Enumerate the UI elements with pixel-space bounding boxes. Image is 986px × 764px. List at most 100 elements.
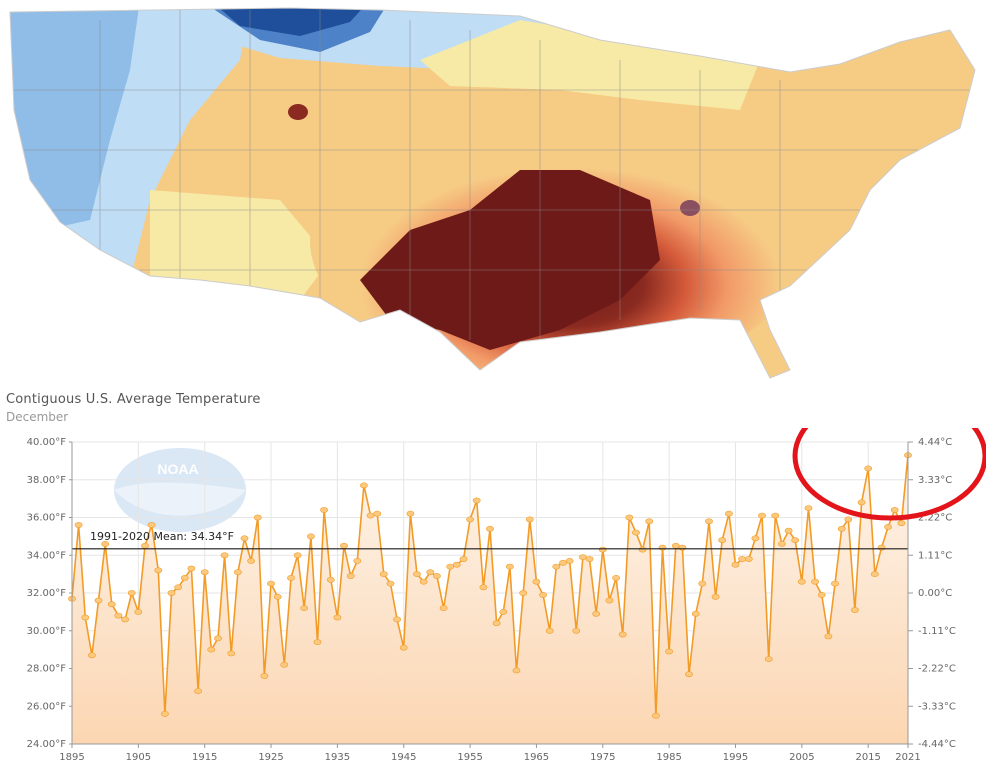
data-point-1929 [293, 552, 302, 559]
data-point-1990 [698, 580, 707, 587]
data-point-1945 [399, 644, 408, 651]
data-point-1921 [240, 535, 249, 542]
chart-axes: 24.00°F -4.44°C 26.00°F -3.33°C 28.00°F -2.22… [27, 437, 956, 763]
data-point-1958 [486, 525, 494, 532]
data-point-2006 [804, 505, 813, 511]
data-point-1979 [625, 514, 634, 521]
data-point-1991 [705, 518, 713, 525]
data-point-1935 [333, 614, 342, 621]
x-tick-label: 1955 [457, 752, 482, 763]
data-point-1941 [373, 510, 382, 517]
chart-title: Contiguous U.S. Average Temperature [6, 392, 261, 407]
data-point-2009 [824, 633, 833, 640]
data-markers [68, 452, 912, 719]
x-tick-label: 1965 [524, 752, 549, 763]
area-fill [72, 455, 908, 744]
y-tick-left: 34.00°F [27, 550, 67, 561]
data-point-1948 [419, 578, 428, 585]
data-point-1936 [340, 542, 348, 549]
data-point-2015 [864, 465, 873, 472]
data-point-1916 [207, 646, 216, 653]
data-point-1898 [88, 652, 96, 659]
data-point-1974 [592, 610, 601, 617]
data-point-1934 [326, 576, 335, 583]
y-tick-right: 0.00°C [918, 588, 952, 599]
data-point-1937 [346, 573, 355, 579]
data-point-1900 [101, 541, 110, 547]
y-tick-left: 32.00°F [27, 588, 67, 599]
data-point-1899 [94, 597, 103, 604]
x-tick-label: 1895 [59, 752, 84, 763]
data-point-1960 [499, 608, 508, 615]
data-point-2000 [764, 656, 773, 662]
data-point-1940 [366, 512, 375, 519]
noaa-logo: NOAA [114, 448, 246, 532]
data-point-2005 [797, 578, 806, 585]
data-point-1922 [247, 557, 255, 564]
data-point-1983 [652, 712, 660, 719]
data-point-1920 [233, 569, 242, 576]
data-point-1902 [114, 612, 123, 619]
data-point-1933 [320, 507, 328, 513]
data-point-1955 [466, 516, 474, 523]
data-point-1909 [160, 710, 169, 717]
data-point-1901 [107, 601, 116, 608]
data-point-1952 [446, 563, 455, 570]
data-point-1950 [432, 573, 441, 579]
data-point-2018 [884, 524, 892, 530]
data-point-1903 [121, 616, 129, 623]
data-point-1925 [267, 580, 275, 587]
x-tick-label: 2021 [895, 752, 920, 763]
data-point-1988 [685, 671, 693, 678]
chart-subtitle: December [6, 410, 69, 424]
data-point-1942 [379, 571, 388, 577]
data-point-1938 [353, 557, 362, 564]
data-point-1915 [200, 569, 209, 576]
data-point-1943 [386, 580, 395, 587]
y-tick-left: 38.00°F [27, 475, 67, 486]
data-point-1999 [758, 512, 766, 519]
data-point-1949 [426, 569, 435, 576]
data-point-1954 [459, 556, 468, 562]
data-point-1968 [552, 563, 561, 570]
x-tick-label: 1935 [325, 752, 350, 763]
data-point-1966 [539, 591, 547, 598]
y-tick-right: 2.22°C [918, 513, 952, 524]
data-point-1993 [718, 537, 727, 544]
x-tick-label: 1915 [192, 752, 217, 763]
data-point-2017 [877, 544, 886, 551]
data-point-1994 [725, 510, 733, 517]
data-point-2014 [857, 499, 866, 506]
data-point-2010 [831, 580, 839, 587]
data-point-1944 [393, 616, 401, 623]
data-point-1973 [585, 556, 594, 562]
data-point-2020 [897, 520, 906, 527]
data-point-1953 [452, 561, 461, 568]
data-point-1907 [147, 522, 156, 528]
data-point-1923 [253, 514, 262, 521]
data-point-1904 [127, 590, 136, 596]
data-point-1981 [638, 546, 647, 553]
y-tick-left: 24.00°F [27, 739, 67, 750]
data-point-2008 [817, 591, 826, 598]
data-point-2001 [771, 512, 780, 519]
data-point-1959 [492, 620, 501, 627]
data-point-2002 [778, 541, 786, 547]
x-tick-label: 1905 [126, 752, 151, 763]
data-point-1906 [141, 542, 149, 549]
data-point-1913 [187, 565, 196, 572]
data-point-1976 [605, 597, 614, 604]
data-point-1992 [711, 593, 720, 600]
data-point-1927 [280, 661, 289, 668]
data-point-2019 [890, 507, 899, 513]
data-point-2012 [844, 516, 853, 523]
data-point-1917 [214, 635, 222, 642]
x-tick-label: 1985 [656, 752, 681, 763]
data-point-1908 [154, 567, 163, 574]
data-point-1989 [691, 610, 700, 617]
data-point-1984 [658, 544, 667, 551]
y-tick-right: -3.33°C [918, 701, 956, 712]
data-point-1939 [359, 482, 368, 489]
data-point-2003 [784, 527, 793, 534]
data-point-1919 [227, 650, 236, 657]
